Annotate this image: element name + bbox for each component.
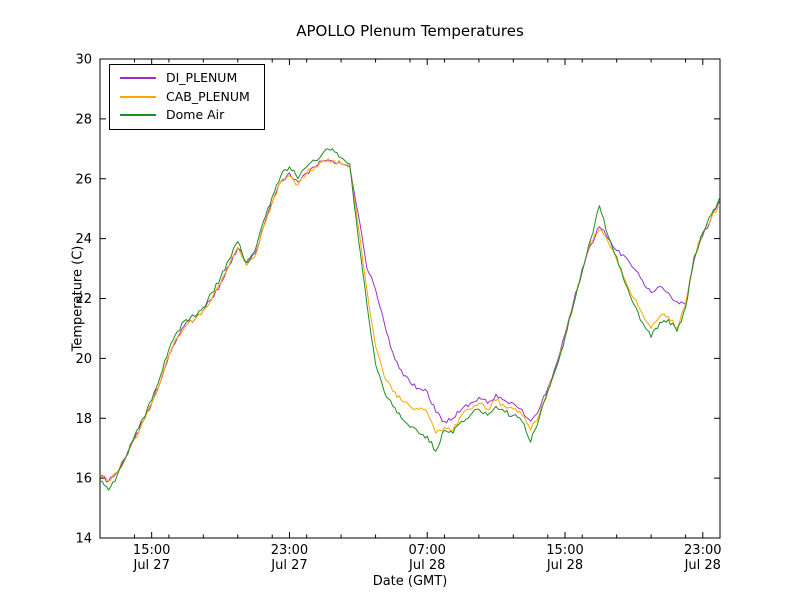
x-tick-date-label: Jul 27: [270, 558, 307, 573]
y-tick-label: 22: [75, 292, 92, 307]
chart-title: APOLLO Plenum Temperatures: [296, 22, 524, 40]
legend-label: DI_PLENUM: [166, 70, 238, 85]
legend-line-sample-di-plenum: [120, 77, 156, 80]
series-line-cab-plenum: [100, 157, 720, 482]
x-tick-time-label: 23:00: [684, 543, 721, 558]
x-tick-date-label: Jul 28: [546, 558, 583, 573]
series-line-dome-air: [100, 148, 720, 491]
legend-item: DI_PLENUM: [120, 70, 250, 85]
y-tick-label: 30: [75, 53, 92, 68]
x-axis-label: Date (GMT): [372, 574, 448, 589]
x-tick-date-label: Jul 28: [684, 558, 721, 573]
x-tick-date-label: Jul 27: [132, 558, 169, 573]
y-tick-label: 24: [75, 232, 92, 247]
legend-label: CAB_PLENUM: [166, 88, 250, 104]
legend-line-sample-cab-plenum: [120, 95, 156, 98]
legend: DI_PLENUM CAB_PLENUM Dome Air: [109, 64, 265, 130]
x-tick-time-label: 15:00: [133, 543, 170, 558]
x-tick-time-label: 07:00: [408, 543, 445, 558]
y-tick-label: 16: [75, 472, 92, 487]
y-tick-label: 26: [75, 172, 92, 187]
x-tick-time-label: 23:00: [271, 543, 308, 558]
y-tick-label: 28: [75, 112, 92, 127]
y-tick-label: 18: [75, 412, 92, 427]
legend-item: CAB_PLENUM: [120, 88, 250, 104]
legend-line-sample-dome-air: [120, 114, 156, 117]
y-tick-label: 14: [75, 532, 92, 547]
legend-item: Dome Air: [120, 107, 250, 122]
x-tick-date-label: Jul 28: [408, 558, 445, 573]
y-tick-label: 20: [75, 352, 92, 367]
y-axis-label: Temperature (C): [70, 245, 86, 352]
plot-frame: [99, 58, 721, 539]
legend-label: Dome Air: [166, 107, 225, 122]
x-tick-time-label: 15:00: [546, 543, 583, 558]
